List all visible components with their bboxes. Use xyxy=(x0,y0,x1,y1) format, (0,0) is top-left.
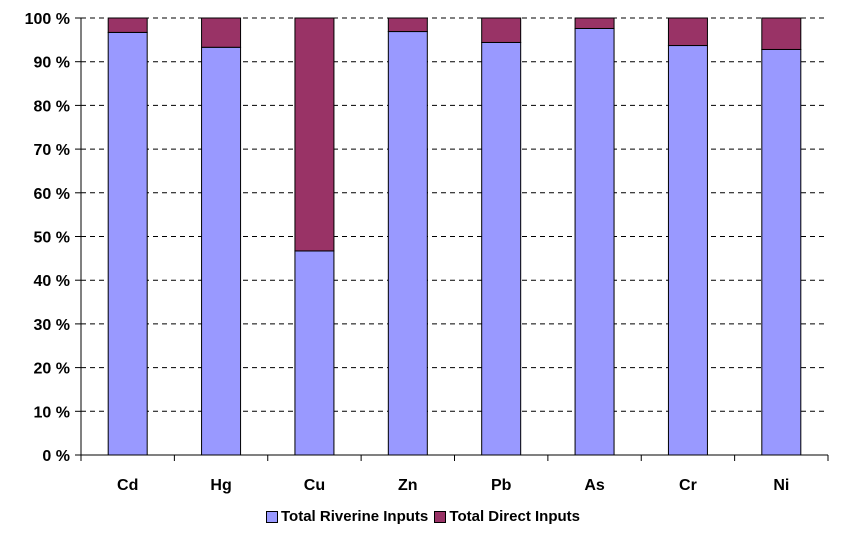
y-tick-labels: 0 % 10 % 20 % 30 % 40 % 50 % 60 % 70 % 80 % 90 % 1… xyxy=(25,11,70,465)
y-tick-label: 70 % xyxy=(34,142,70,159)
y-tick-label: 100 % xyxy=(25,11,70,28)
x-tick-labels: Cd Hg Cu Zn Pb As Cr Ni xyxy=(117,477,789,494)
x-tick-label: Cd xyxy=(117,477,138,494)
y-tick-label: 20 % xyxy=(34,361,70,378)
y-tick-label: 0 % xyxy=(42,448,70,465)
legend-item-riverine: Total Riverine Inputs xyxy=(266,508,428,525)
bar-segment-direct-zn xyxy=(387,17,428,33)
bar-segment-riverine-ni xyxy=(761,48,802,456)
bar-segment-direct-pb xyxy=(481,17,522,43)
x-tick-label: Pb xyxy=(491,477,512,494)
y-tick-label: 40 % xyxy=(34,273,70,290)
bar-segment-direct-cd xyxy=(107,17,148,33)
bar-segment-direct-cu xyxy=(294,17,335,252)
y-tick-label: 60 % xyxy=(34,186,70,203)
y-tick-label: 90 % xyxy=(34,55,70,72)
x-tick-label: Ni xyxy=(773,477,789,494)
y-tick-label: 80 % xyxy=(34,98,70,115)
bar-segment-riverine-as xyxy=(574,27,615,456)
bar-segment-riverine-pb xyxy=(481,41,522,456)
x-tick-label: Hg xyxy=(210,477,231,494)
legend-item-direct: Total Direct Inputs xyxy=(434,508,580,525)
gridlines xyxy=(81,17,828,412)
legend-swatch-direct xyxy=(434,510,447,523)
x-tick-label: As xyxy=(584,477,605,494)
legend-label-riverine: Total Riverine Inputs xyxy=(281,508,429,525)
y-tick-label: 10 % xyxy=(34,404,70,421)
bar-segment-direct-as xyxy=(574,17,615,29)
y-tick-label: 50 % xyxy=(34,230,70,247)
axes xyxy=(75,17,829,461)
bar-segment-riverine-zn xyxy=(387,31,428,456)
y-tick-label: 30 % xyxy=(34,317,70,334)
bar-segment-riverine-cu xyxy=(294,250,335,456)
legend-label-direct: Total Direct Inputs xyxy=(449,508,580,525)
x-tick-label: Zn xyxy=(398,477,418,494)
bar-segment-riverine-cr xyxy=(667,45,708,456)
x-tick-label: Cu xyxy=(304,477,325,494)
bars xyxy=(107,17,802,456)
bar-segment-direct-hg xyxy=(201,17,242,48)
bar-segment-direct-ni xyxy=(761,17,802,50)
bar-segment-riverine-cd xyxy=(107,31,148,456)
bar-segment-direct-cr xyxy=(667,17,708,47)
legend-swatch-riverine xyxy=(266,510,278,523)
x-tick-label: Cr xyxy=(679,477,697,494)
bar-segment-riverine-hg xyxy=(201,46,242,456)
legend: Total Riverine Inputs Total Direct Input… xyxy=(0,508,846,527)
